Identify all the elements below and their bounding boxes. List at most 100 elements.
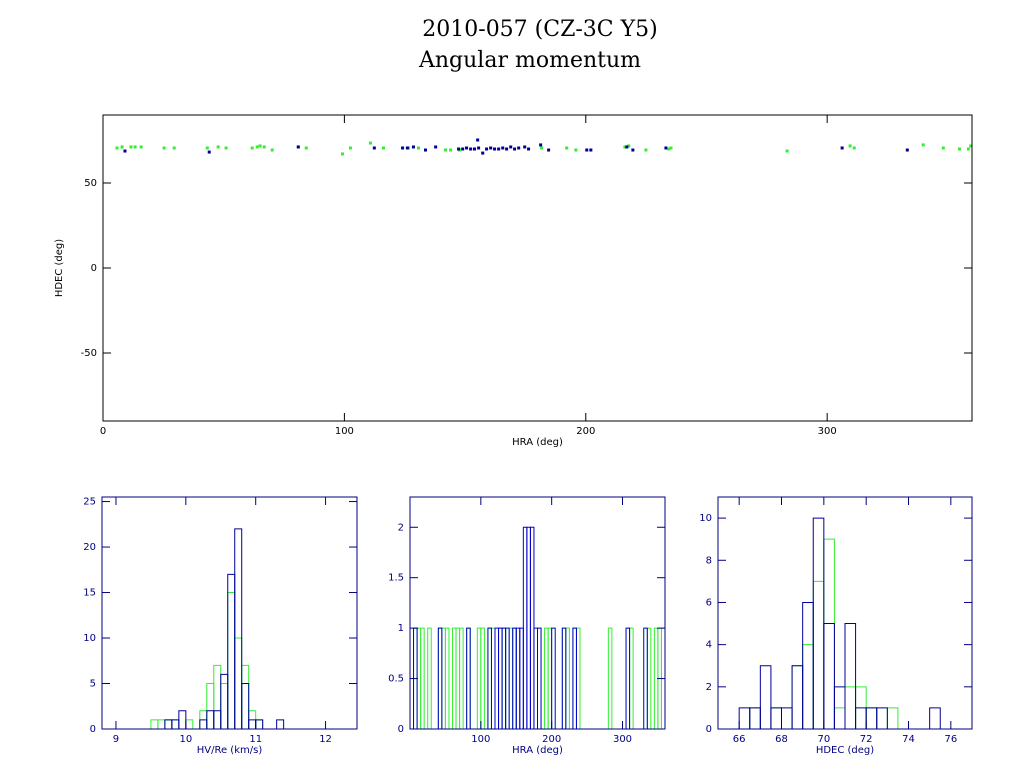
- point: [523, 145, 527, 149]
- point: [411, 145, 415, 149]
- histogram-bin: [452, 627, 457, 729]
- point: [505, 147, 509, 151]
- histogram-bin: [855, 707, 867, 729]
- x-tick-label: 72: [860, 734, 873, 745]
- histogram-bin: [625, 627, 631, 729]
- point: [172, 146, 176, 150]
- histogram-bin: [770, 707, 782, 729]
- y-tick-label: 20: [83, 542, 96, 553]
- point: [133, 145, 137, 149]
- point: [449, 148, 453, 152]
- point: [497, 147, 501, 151]
- y-tick-label: -50: [81, 348, 97, 359]
- point: [565, 146, 569, 150]
- point: [941, 146, 945, 150]
- plot-frame: [717, 496, 973, 730]
- point: [348, 146, 352, 150]
- point: [416, 146, 420, 150]
- y-tick-label: 10: [83, 633, 96, 644]
- histogram-bin: [276, 719, 285, 729]
- point: [957, 147, 961, 151]
- histogram-bin: [206, 683, 215, 729]
- histogram-bin: [791, 665, 804, 729]
- point: [120, 145, 124, 149]
- point: [539, 143, 543, 147]
- histogram-bin: [844, 623, 857, 729]
- point: [585, 148, 589, 152]
- histogram-bin: [490, 627, 496, 729]
- point: [627, 144, 631, 148]
- x-tick-label: 300: [613, 734, 632, 745]
- point: [489, 146, 493, 150]
- x-tick-label: 74: [902, 734, 915, 745]
- histogram-bin: [444, 627, 450, 729]
- histogram-bin: [476, 627, 482, 729]
- point: [840, 146, 844, 150]
- histogram-bin: [150, 719, 159, 729]
- histogram-bin: [508, 627, 514, 729]
- point: [513, 147, 517, 151]
- histogram-bin: [199, 719, 208, 729]
- histogram-bin: [770, 707, 782, 729]
- y-tick-label: 4: [706, 640, 712, 651]
- histogram-bin: [171, 719, 180, 729]
- point: [476, 138, 480, 142]
- histogram-bin: [646, 627, 652, 729]
- histogram-bin: [643, 627, 648, 729]
- point: [255, 145, 259, 149]
- y-tick-label: 2: [398, 522, 404, 533]
- histogram-bin: [802, 601, 814, 729]
- histogram-bin: [865, 707, 878, 729]
- point: [644, 148, 648, 152]
- histogram-bin: [227, 592, 236, 729]
- histogram-bin: [781, 707, 793, 729]
- histogram-bin: [537, 627, 542, 729]
- point: [304, 146, 308, 150]
- histogram-bin: [164, 719, 173, 729]
- x-tick-label: 100: [471, 734, 490, 745]
- x-tick-label: 68: [775, 734, 788, 745]
- point: [669, 146, 673, 150]
- y-tick-label: 10: [699, 513, 712, 524]
- point: [457, 147, 461, 151]
- histogram-bin: [738, 707, 751, 729]
- histogram-bin: [498, 627, 503, 729]
- histogram-bin: [164, 719, 173, 729]
- histogram-bin: [248, 719, 257, 729]
- histogram-bin: [220, 673, 229, 729]
- point: [493, 147, 497, 151]
- point: [485, 147, 489, 151]
- point: [405, 146, 409, 150]
- histogram-bin: [551, 627, 556, 729]
- point: [477, 146, 481, 150]
- histogram-bin: [466, 627, 471, 729]
- histogram-bin: [505, 627, 510, 729]
- histogram-bin: [157, 719, 166, 729]
- point: [905, 148, 909, 152]
- x-tick-label: 9: [113, 734, 119, 745]
- histogram-bin: [823, 623, 835, 729]
- point: [423, 148, 427, 152]
- point: [115, 146, 119, 150]
- histogram-bin: [427, 627, 432, 729]
- x-tick-label: 12: [319, 734, 332, 745]
- x-tick-label: 200: [542, 734, 561, 745]
- histogram-bin: [171, 719, 180, 729]
- y-tick-label: 0: [90, 724, 96, 735]
- point: [129, 145, 133, 149]
- x-axis-label: HV/Re (km/s): [197, 745, 263, 756]
- x-tick-label: 11: [249, 734, 262, 745]
- point: [262, 145, 266, 149]
- histogram-bin: [501, 627, 507, 729]
- histogram-bin: [213, 664, 222, 729]
- point: [969, 144, 973, 148]
- point: [785, 149, 789, 153]
- point: [509, 145, 513, 149]
- y-tick-label: 15: [83, 588, 96, 599]
- y-tick-label: 1: [398, 623, 404, 634]
- histogram-bin: [178, 710, 187, 729]
- y-tick-label: 50: [84, 178, 97, 189]
- x-tick-label: 200: [576, 426, 595, 437]
- y-tick-label: 6: [706, 597, 712, 608]
